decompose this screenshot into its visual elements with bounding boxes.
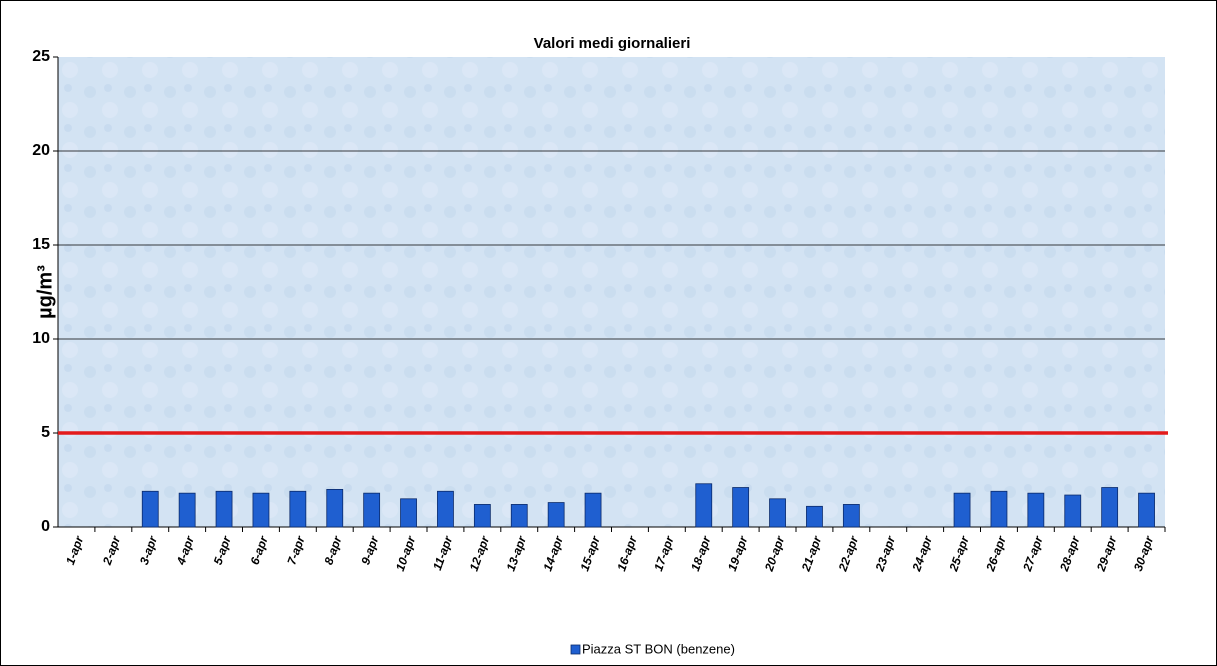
y-tick-label: 15: [32, 236, 50, 253]
bar: [437, 490, 454, 528]
bar: [289, 490, 307, 528]
bar: [510, 504, 528, 528]
y-tick-label: 20: [32, 142, 50, 159]
legend-label: Piazza ST BON (benzene): [582, 641, 735, 656]
y-tick-label: 5: [41, 424, 50, 441]
chart-title: Valori medi giornalieri: [534, 35, 691, 52]
bar: [769, 498, 786, 528]
bar: [953, 492, 971, 528]
y-tick-label: 0: [41, 518, 50, 535]
y-tick-label: 10: [32, 330, 50, 347]
bar: [806, 505, 823, 528]
bar: [363, 492, 381, 528]
bar: [178, 492, 196, 528]
bar: [215, 490, 233, 528]
bar: [990, 490, 1008, 528]
bar: [584, 492, 602, 528]
bar: [1027, 492, 1045, 528]
bar: [1101, 487, 1119, 528]
bar: [1138, 492, 1155, 528]
y-tick-label: 25: [32, 48, 50, 65]
bar: [400, 498, 417, 528]
bar: [252, 492, 270, 528]
bar: [695, 483, 713, 528]
bar: [842, 504, 860, 528]
bar: [473, 504, 491, 528]
bar: [141, 490, 159, 528]
y-axis-label: µg/m³: [34, 265, 56, 319]
plot-area: [58, 57, 1165, 527]
bar: [547, 502, 565, 528]
bar: [326, 488, 344, 528]
legend-swatch: [570, 644, 581, 655]
bar: [732, 487, 750, 528]
bar: [1064, 494, 1082, 528]
